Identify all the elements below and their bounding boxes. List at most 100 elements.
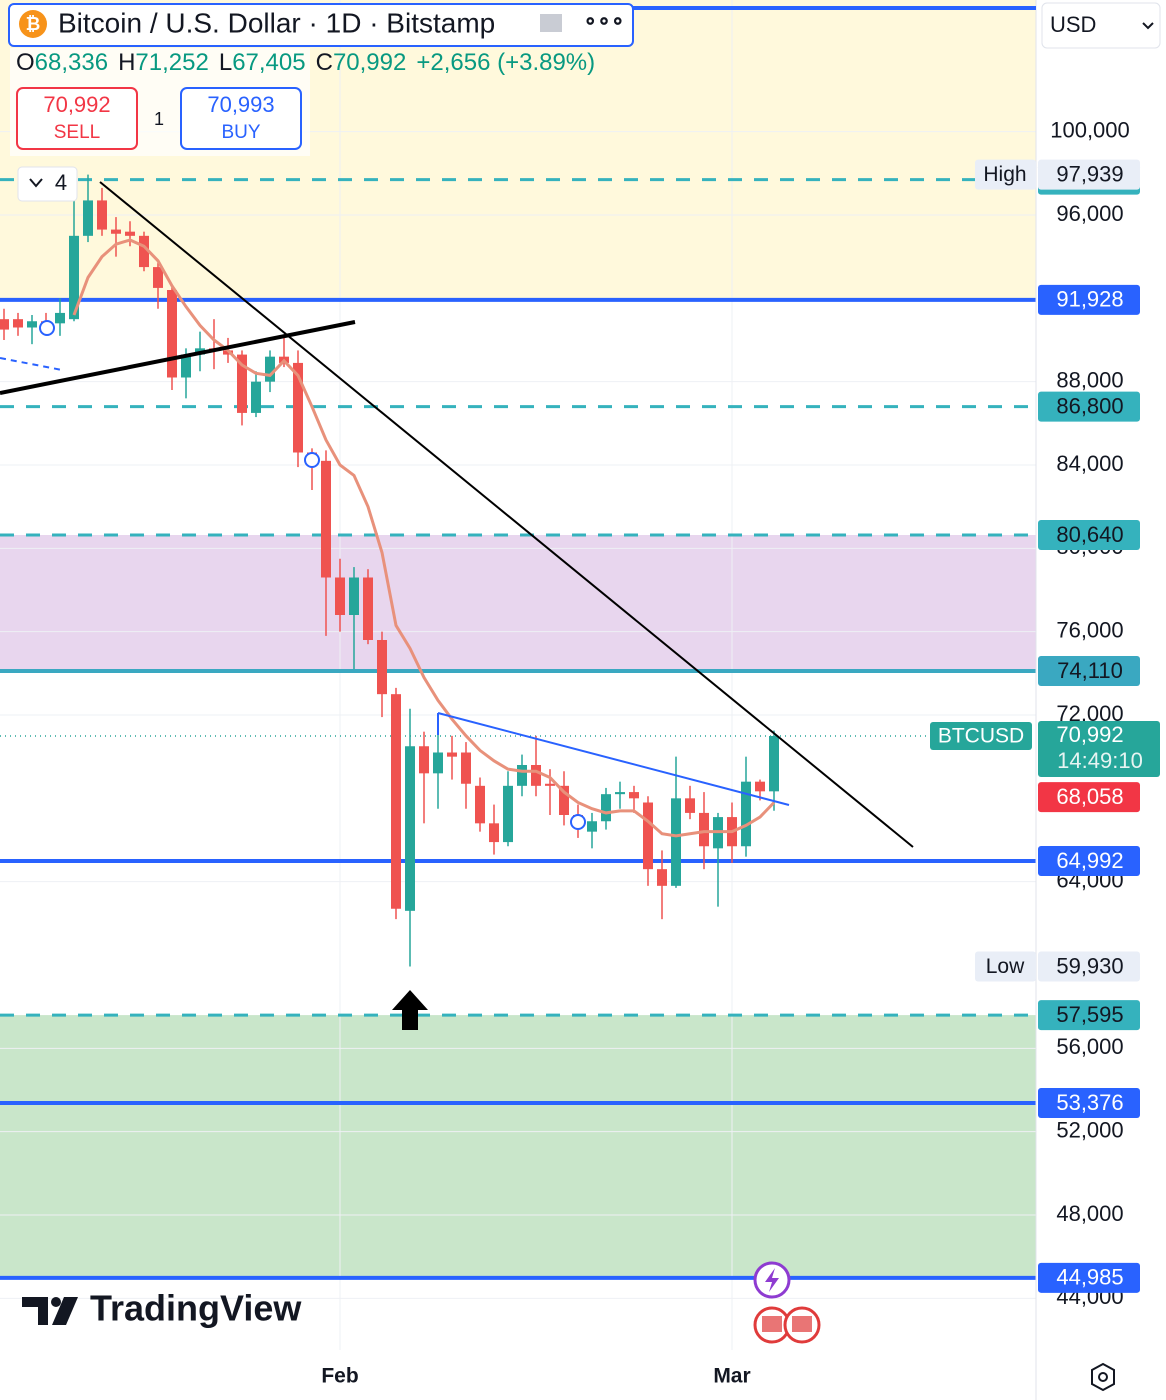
settings-icon: [1098, 1372, 1108, 1382]
price-tag-caption: High: [983, 163, 1026, 186]
indicator-count: 4: [55, 170, 67, 195]
marker: [304, 452, 320, 468]
y-tick-label: 52,000: [1056, 1117, 1123, 1142]
candle-body: [405, 746, 415, 911]
buy-price: 70,993: [207, 92, 274, 117]
candle-body: [83, 200, 93, 236]
candle-body: [475, 785, 485, 824]
candles: [0, 174, 779, 967]
x-tick-label: Mar: [713, 1365, 750, 1388]
price-tags: 97,70091,92886,80080,64074,11064,99257,5…: [930, 159, 1160, 1293]
settings-icon[interactable]: [1091, 1362, 1115, 1392]
candle-body: [769, 736, 779, 792]
candle-body: [335, 577, 345, 615]
price-tag-label: 74,110: [1057, 658, 1123, 683]
price-tag: [1038, 1000, 1140, 1031]
ohlc-line: O68,336 H71,252 L67,405 C70,992 +2,656 (+3.8…: [16, 49, 595, 76]
price-tag: [1038, 846, 1140, 876]
ohlc-key: H: [118, 49, 135, 76]
buy-button[interactable]: [180, 87, 302, 150]
candle-body: [461, 752, 471, 784]
ohlc-key: L: [219, 49, 232, 76]
candle-body: [139, 235, 149, 268]
ohlc-value: 71,252: [135, 49, 208, 76]
candle-body: [531, 765, 541, 786]
brand: TradingView: [90, 1288, 302, 1329]
price-tag: [1038, 1088, 1140, 1118]
price-tag-label: 59,930: [1056, 953, 1123, 978]
candle-body: [629, 792, 639, 799]
ohlc-value: 67,405: [232, 49, 305, 76]
marker: [570, 814, 586, 830]
chevron: [1142, 22, 1154, 30]
event-icon: [765, 1268, 779, 1292]
drawings: [0, 181, 914, 1344]
price-tag-label: 91,928: [1056, 287, 1123, 312]
candle-body: [671, 798, 681, 886]
candle-body: [685, 798, 695, 813]
last-price-caption-box: [930, 722, 1032, 750]
candle-body: [27, 321, 37, 328]
candle-body: [111, 229, 121, 234]
price-tag: [1038, 782, 1140, 813]
candle-body: [321, 460, 331, 578]
candle-body: [587, 821, 597, 832]
sell-label: SELL: [54, 122, 100, 143]
x-tick-label: Feb: [321, 1365, 358, 1388]
candle-body: [153, 267, 163, 288]
candle-body: [363, 577, 373, 640]
symbol-title: Bitcoin / U.S. Dollar · 1D · Bitstamp: [58, 7, 495, 38]
candle-body: [69, 235, 79, 320]
candle-body: [349, 577, 359, 615]
price-tag-label: 44,985: [1056, 1265, 1123, 1290]
marker: [39, 320, 55, 336]
candle-body: [251, 381, 261, 413]
candle-body: [97, 200, 107, 230]
last-price-label: 70,992: [1056, 722, 1123, 747]
zones: [0, 0, 1036, 1278]
candle-body: [13, 319, 23, 328]
sell-button[interactable]: [16, 87, 138, 150]
y-tick-label: 88,000: [1056, 367, 1123, 392]
indicator-toggle[interactable]: [17, 166, 78, 202]
price-tag-caption-box: [975, 159, 1036, 190]
candle-body: [601, 794, 611, 822]
y-tick-label: 100,000: [1050, 117, 1130, 142]
candle-body: [237, 354, 247, 413]
candle-body: [293, 362, 303, 453]
currency-select[interactable]: [1041, 2, 1161, 49]
last-price-timer: 14:49:10: [1057, 748, 1143, 773]
arrow: [392, 990, 428, 1030]
more-icon[interactable]: ∘∘∘: [583, 8, 624, 33]
candle-body: [377, 640, 387, 695]
candle-body: [559, 785, 569, 815]
symbol-icon-glyph: ₿: [26, 14, 41, 34]
candle-body: [447, 752, 457, 757]
candle-body: [265, 356, 275, 382]
axis-background: [1036, 0, 1166, 1400]
levels: [0, 178, 1036, 1280]
trendline: [0, 320, 356, 395]
zone: [0, 1015, 1036, 1278]
y-tick-label: 96,000: [1056, 201, 1123, 226]
y-tick-label: 84,000: [1056, 451, 1123, 476]
symbol-box[interactable]: [8, 3, 634, 47]
price-tag: [1038, 1262, 1140, 1293]
price-tag: [1038, 284, 1140, 315]
last-price-caption: BTCUSD: [938, 725, 1024, 748]
candle-body: [657, 869, 667, 886]
trendline: [437, 712, 790, 806]
grid: [0, 0, 1036, 1350]
spread: 1: [154, 109, 164, 129]
moving-average: [72, 238, 776, 838]
candle-body: [181, 354, 191, 378]
visibility-icon[interactable]: [540, 14, 562, 32]
trendline: [99, 181, 914, 848]
price-axis: 44,00048,00052,00056,00064,00072,00076,0…: [321, 0, 1166, 1400]
candle-body: [167, 290, 177, 378]
candle-body: [545, 783, 555, 786]
brand-logo: [52, 1297, 78, 1325]
price-tag-label: 64,992: [1056, 848, 1123, 873]
candle-body: [55, 312, 65, 324]
ohlc-key: O: [16, 49, 35, 76]
